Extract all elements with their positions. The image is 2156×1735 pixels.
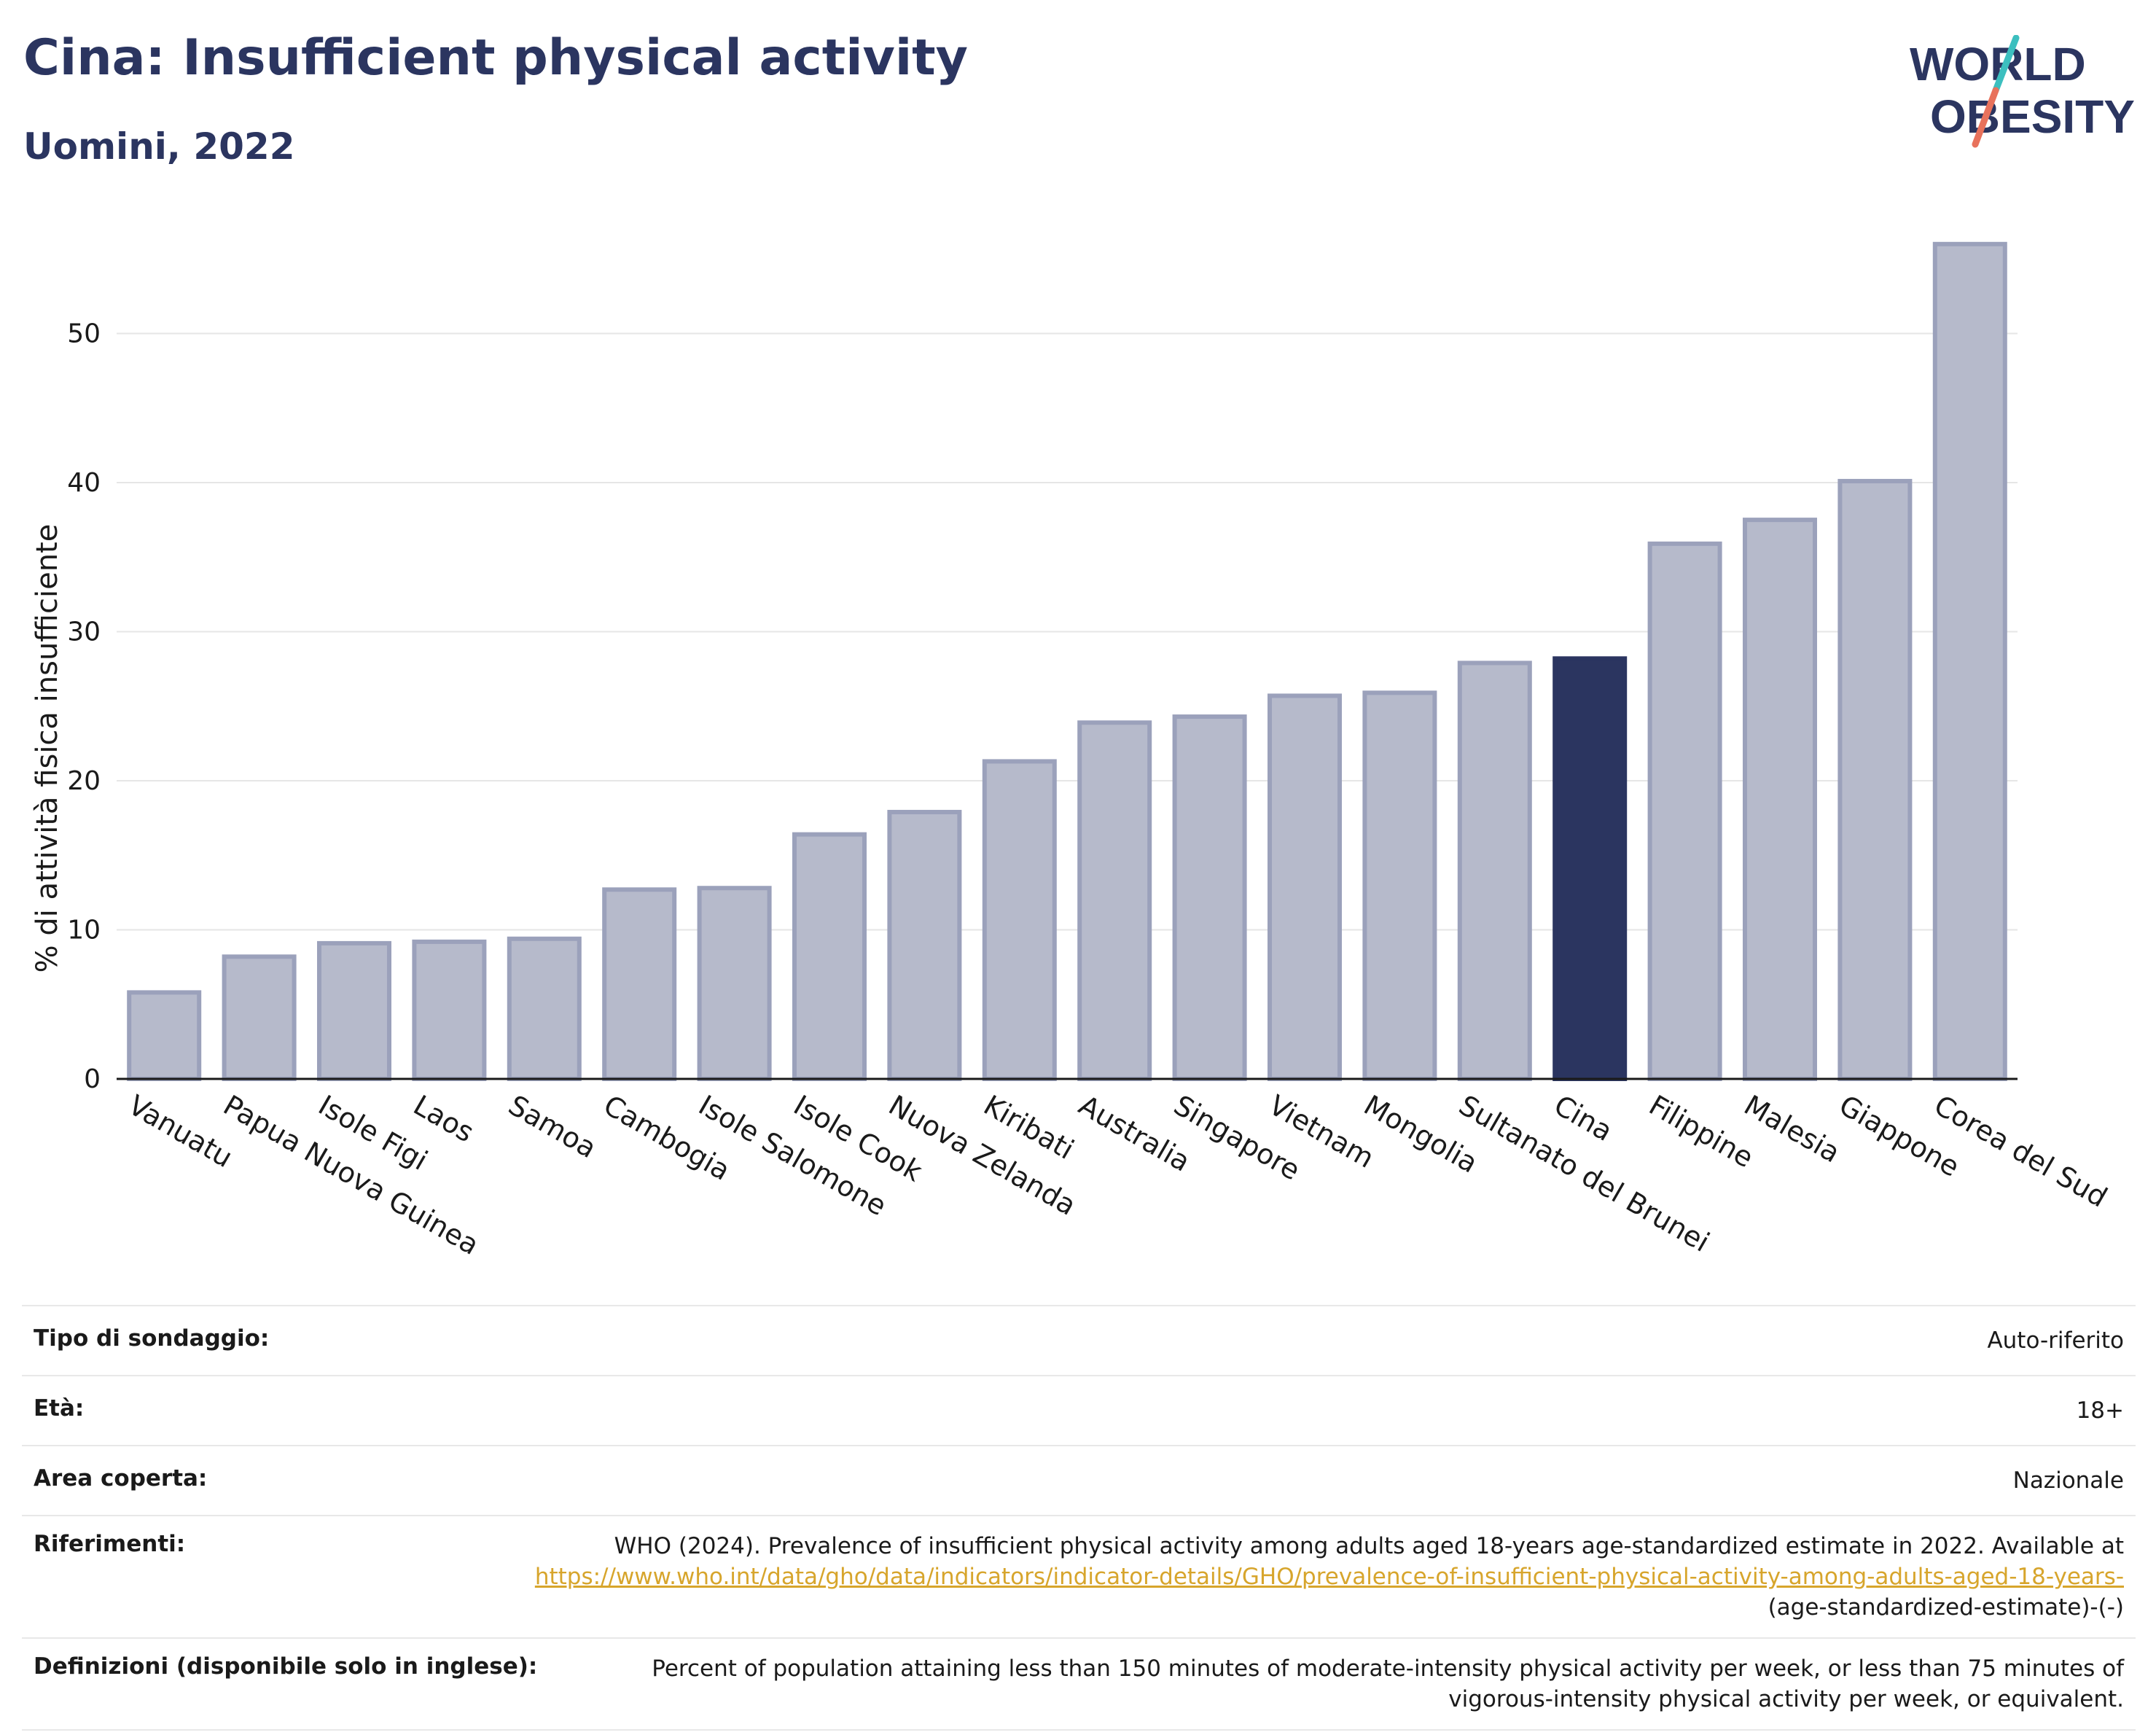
bar-sultanato-del-brunei <box>1457 660 1532 1081</box>
age-label: Età: <box>34 1395 85 1422</box>
chart-title: Cina: Insufficient physical activity <box>23 29 968 87</box>
bar-laos <box>412 939 487 1081</box>
references-label: Riferimenti: <box>34 1531 186 1557</box>
x-tick-label: Samoa <box>503 1089 601 1165</box>
x-tick-label: Laos <box>408 1089 480 1149</box>
x-tick-label: Filippine <box>1644 1089 1759 1174</box>
logo-slash-teal <box>1992 35 2020 94</box>
bar-nuova-zelanda <box>887 809 962 1081</box>
definitions-value: Percent of population attaining less tha… <box>652 1656 2124 1712</box>
meta-row-survey: Tipo di sondaggio: Auto-riferito <box>22 1306 2136 1376</box>
area-value: Nazionale <box>2012 1467 2124 1494</box>
y-tick-label: 30 <box>67 617 101 647</box>
bar-samoa <box>507 936 582 1082</box>
bar-cina <box>1552 656 1628 1081</box>
bar-australia <box>1077 720 1152 1081</box>
survey-type-value: Auto-riferito <box>1987 1327 2124 1354</box>
bar-vanuatu <box>127 990 202 1082</box>
survey-type-label: Tipo di sondaggio: <box>34 1325 270 1352</box>
bar-kiribati <box>982 759 1057 1081</box>
definitions-label: Definizioni (disponibile solo in inglese… <box>34 1653 538 1680</box>
bar-cambogia <box>602 887 677 1081</box>
meta-row-definitions: Definizioni (disponibile solo in inglese… <box>22 1639 2136 1731</box>
bar-isole-cook <box>792 832 867 1081</box>
y-tick-label: 10 <box>67 916 101 946</box>
bar-papua-nuova-guinea <box>222 954 297 1082</box>
bar-giappone <box>1837 478 1913 1081</box>
bar-malesia <box>1743 518 1817 1081</box>
bar-filippine <box>1647 541 1722 1082</box>
y-tick-label: 40 <box>67 468 101 498</box>
meta-row-age: Età: 18+ <box>22 1376 2136 1446</box>
bar-isole-figi <box>317 940 391 1082</box>
y-tick-label: 20 <box>67 766 101 796</box>
metadata-table: Tipo di sondaggio: Auto-riferito Età: 18… <box>22 1305 2136 1731</box>
logo-line2: OBESITY <box>1930 90 2135 143</box>
area-label: Area coperta: <box>34 1465 208 1492</box>
references-text: WHO (2024). Prevalence of insufficient p… <box>614 1533 2124 1559</box>
age-value: 18+ <box>2076 1397 2124 1424</box>
references-value: WHO (2024). Prevalence of insufficient p… <box>520 1531 2124 1623</box>
x-tick-label: Vanuatu <box>123 1089 238 1174</box>
meta-row-area: Area coperta: Nazionale <box>22 1446 2136 1516</box>
bar-singapore <box>1172 714 1247 1081</box>
bar-vietnam <box>1268 693 1342 1081</box>
y-tick-label: 50 <box>67 319 101 349</box>
y-axis-label: % di attività fisica insufficiente <box>31 524 64 973</box>
bar-chart: 0 10 20 30 40 50 % di attività fisica insuffic… <box>31 241 2112 1261</box>
x-tick-label: Cina <box>1549 1089 1618 1147</box>
logo-slash-coral <box>1972 87 1999 148</box>
references-suffix: (age-standardized-estimate)-(-) <box>1768 1594 2124 1621</box>
references-link[interactable]: https://www.who.int/data/gho/data/indica… <box>534 1564 2124 1590</box>
x-tick-label: Malesia <box>1739 1089 1846 1169</box>
bar-mongolia <box>1362 690 1437 1081</box>
bar-corea-del-sud <box>1932 241 2007 1081</box>
world-obesity-logo: WORLD OBESITY <box>1910 35 2135 148</box>
meta-row-references: Riferimenti: WHO (2024). Prevalence of i… <box>22 1516 2136 1639</box>
chart-subtitle: Uomini, 2022 <box>23 125 295 168</box>
bar-isole-salomone <box>697 886 772 1081</box>
y-tick-label: 0 <box>84 1064 101 1094</box>
